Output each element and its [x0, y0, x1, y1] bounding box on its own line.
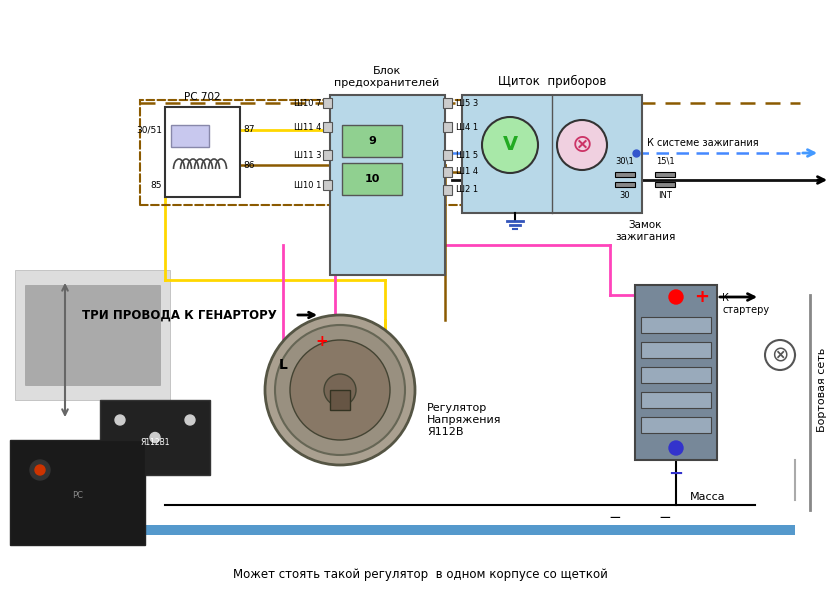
Bar: [655, 182, 675, 187]
Bar: [615, 172, 635, 177]
Text: Ш11 4: Ш11 4: [293, 122, 321, 131]
Bar: [641, 417, 711, 433]
Bar: [323, 122, 332, 132]
Bar: [641, 317, 711, 333]
Text: Ш11 3: Ш11 3: [293, 150, 321, 159]
Text: 86: 86: [243, 161, 255, 170]
Text: 30/51: 30/51: [136, 125, 162, 134]
Bar: [655, 172, 675, 177]
Circle shape: [765, 340, 795, 370]
Text: Ш5 3: Ш5 3: [456, 99, 478, 107]
Text: Ш1 5: Ш1 5: [456, 150, 478, 159]
Text: 15\1: 15\1: [655, 157, 675, 166]
Text: Ш4 1: Ш4 1: [456, 122, 478, 131]
Text: Блок
предохранителей: Блок предохранителей: [334, 66, 440, 88]
Bar: [25, 285, 160, 385]
Circle shape: [35, 465, 45, 475]
Text: Ш10 7: Ш10 7: [293, 99, 321, 107]
Bar: [140, 100, 470, 205]
Circle shape: [669, 441, 683, 455]
Text: 30: 30: [619, 191, 630, 200]
Circle shape: [265, 315, 415, 465]
Bar: [330, 95, 445, 275]
Bar: [641, 392, 711, 408]
Text: Замок
зажигания: Замок зажигания: [615, 220, 675, 242]
Text: PC: PC: [72, 491, 83, 500]
Bar: [443, 167, 452, 177]
Text: +: +: [316, 334, 328, 349]
Text: V: V: [503, 136, 518, 155]
Bar: [342, 163, 402, 195]
Circle shape: [115, 415, 125, 425]
Bar: [342, 125, 402, 157]
Bar: [323, 180, 332, 190]
Bar: [330, 390, 350, 410]
Text: 30\1: 30\1: [616, 157, 634, 166]
Bar: [635, 285, 717, 460]
Bar: [443, 185, 452, 195]
Text: −: −: [608, 510, 621, 525]
Bar: [55, 525, 795, 535]
Text: −: −: [659, 510, 671, 525]
Text: Бортовая сеть: Бортовая сеть: [817, 348, 827, 432]
Text: РС 702: РС 702: [184, 92, 220, 102]
Bar: [323, 98, 332, 108]
Bar: [171, 125, 209, 147]
Bar: [165, 107, 240, 197]
Circle shape: [185, 415, 195, 425]
Bar: [462, 95, 642, 213]
Text: Ш1 4: Ш1 4: [456, 168, 478, 177]
Bar: [443, 150, 452, 160]
Circle shape: [290, 340, 390, 440]
Bar: [641, 367, 711, 383]
Text: 9: 9: [368, 136, 376, 146]
Text: 85: 85: [151, 180, 162, 189]
Text: Может стоять такой регулятор  в одном корпусе со щеткой: Может стоять такой регулятор в одном кор…: [233, 568, 608, 581]
Bar: [641, 342, 711, 358]
Text: К системе зажигания: К системе зажигания: [647, 138, 758, 148]
Text: 10: 10: [365, 174, 380, 184]
Bar: [100, 400, 210, 475]
Bar: [615, 182, 635, 187]
Text: ТРИ ПРОВОДА К ГЕНАРТОРУ: ТРИ ПРОВОДА К ГЕНАРТОРУ: [82, 309, 277, 322]
Text: Ш2 1: Ш2 1: [456, 186, 478, 195]
Bar: [443, 122, 452, 132]
Text: Регулятор
Напряжения
Я112В: Регулятор Напряжения Я112В: [427, 404, 501, 436]
Text: ⊗: ⊗: [572, 133, 592, 157]
Text: ⊗: ⊗: [771, 345, 789, 365]
Text: INT: INT: [658, 191, 672, 200]
Circle shape: [324, 374, 356, 406]
Bar: [10, 440, 145, 545]
Bar: [15, 270, 170, 400]
Text: Масса: Масса: [690, 492, 726, 502]
Circle shape: [669, 290, 683, 304]
Circle shape: [557, 120, 607, 170]
Text: L: L: [278, 358, 287, 372]
Text: 87: 87: [243, 125, 255, 134]
Text: −: −: [669, 465, 684, 483]
Bar: [443, 98, 452, 108]
Text: К
стартеру: К стартеру: [722, 293, 769, 315]
Circle shape: [30, 460, 50, 480]
Circle shape: [150, 432, 160, 442]
Circle shape: [482, 117, 538, 173]
Text: Щиток  приборов: Щиток приборов: [498, 75, 606, 88]
Text: +: +: [694, 288, 709, 306]
Text: Ш10 1: Ш10 1: [293, 180, 321, 189]
Bar: [323, 150, 332, 160]
Text: Я112В1: Я112В1: [140, 438, 170, 447]
Circle shape: [275, 325, 405, 455]
